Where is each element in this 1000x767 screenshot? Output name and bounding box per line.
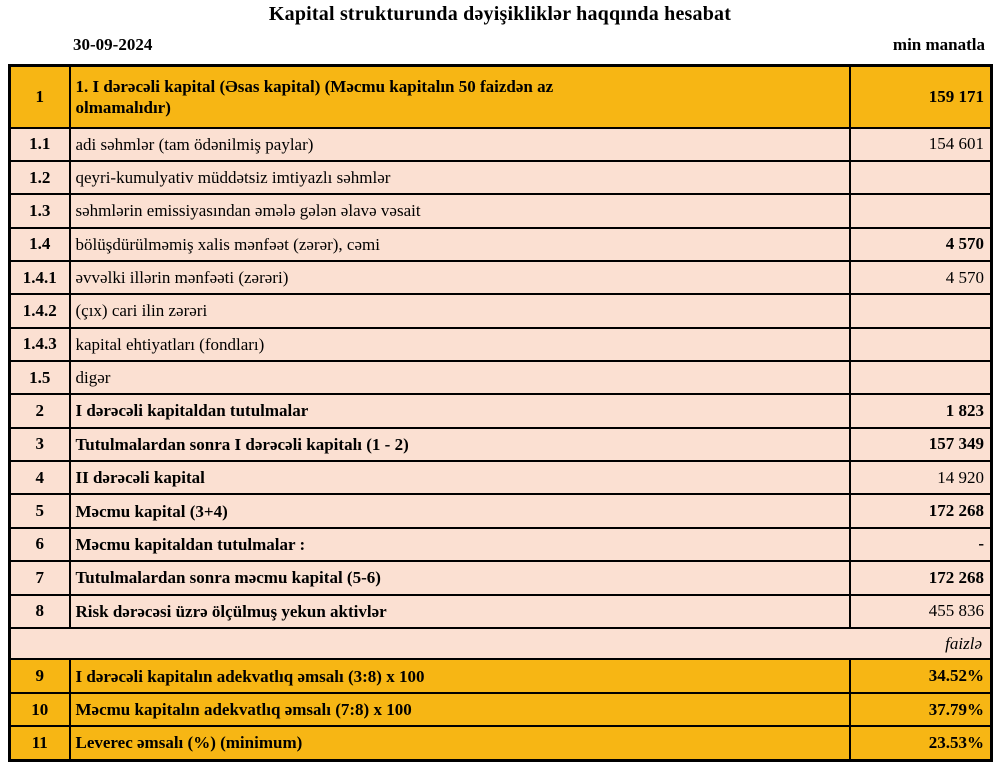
table-row: 1.1 adi səhmlər (tam ödənilmiş paylar) 154… [8,126,993,162]
report-unit-label: min manatla [892,35,985,54]
row-number: 7 [8,560,71,596]
row-number: 9 [8,658,71,694]
row-value: 455 836 [848,593,993,629]
row-number: 1.1 [8,126,71,162]
row-label: adi səhmlər (tam ödənilmiş paylar) [68,126,851,162]
row-number: 10 [8,691,71,728]
report-table-body: 1 1. I dərəcəli kapital (Əsas kapital) (M… [8,64,993,762]
row-number: 4 [8,460,71,496]
row-value: 4 570 [848,226,993,262]
row-label: II dərəcəli kapital [68,460,851,496]
row-value [848,293,993,329]
row-number: 11 [8,725,71,762]
percent-unit-cell: faizlə [8,626,993,661]
row-number: 1.5 [8,360,71,396]
row-value: 157 349 [848,426,993,463]
table-row: faizlə [8,626,993,661]
table-row: 1.5 digər [8,360,993,396]
table-row: 1.4.1 əvvəlki illərin mənfəəti (zərəri) 4 … [8,259,993,296]
table-row: 4 II dərəcəli kapital 14 920 [8,460,993,496]
row-label: kapital ehtiyatları (fondları) [68,326,851,363]
report-date: 30-09-2024 [73,35,153,54]
row-label: I dərəcəli kapitaldan tutulmalar [68,393,851,429]
table-row: 7 Tutulmalardan sonra məcmu kapital (5-6)… [8,560,993,596]
row-label: 1. I dərəcəli kapital (Əsas kapital) (Mə… [68,64,851,129]
row-value: 37.79% [848,691,993,728]
row-value: 159 171 [848,64,993,129]
row-value [848,326,993,363]
row-value: 34.52% [848,658,993,694]
row-number: 1.2 [8,159,71,196]
table-row: 6 Məcmu kapitaldan tutulmalar :- [8,526,993,563]
row-number: 1.4.3 [8,326,71,363]
row-value [848,360,993,396]
row-value: 1 823 [848,393,993,429]
row-label: I dərəcəli kapitalın adekvatlıq əmsalı (… [68,658,851,694]
table-row: 1.2 qeyri-kumulyativ müddətsiz imtiyazlı … [8,159,993,196]
row-value: 4 570 [848,259,993,296]
row-label: digər [68,360,851,396]
row-label: qeyri-kumulyativ müddətsiz imtiyazlı səh… [68,159,851,196]
table-row: 1.4.3 kapital ehtiyatları (fondları) [8,326,993,363]
row-number: 3 [8,426,71,463]
row-number: 5 [8,493,71,529]
capital-structure-table: 1 1. I dərəcəli kapital (Əsas kapital) (M… [8,64,993,762]
row-value: 154 601 [848,126,993,162]
row-label: Leverec əmsalı (%) (minimum) [68,725,851,762]
table-row: 1.4 bölüşdürülməmiş xalis mənfəət (zərər)… [8,226,993,262]
row-value: 172 268 [848,493,993,529]
row-label: bölüşdürülməmiş xalis mənfəət (zərər), c… [68,226,851,262]
table-row: 1.4.2 (çıx) cari ilin zərəri [8,293,993,329]
row-value: 14 920 [848,460,993,496]
row-number: 1.3 [8,193,71,229]
row-value [848,193,993,229]
table-row: 1.3 səhmlərin emissiyasından əmələ gələn … [8,193,993,229]
table-row: 3 Tutulmalardan sonra I dərəcəli kapitalı… [8,426,993,463]
report-subheader: 30-09-2024 min manatla [73,35,985,55]
row-label: Məcmu kapitalın adekvatlıq əmsalı (7:8) … [68,691,851,728]
table-row: 11 Leverec əmsalı (%) (minimum) 23.53% [8,725,993,762]
row-number: 1.4.2 [8,293,71,329]
row-value: - [848,526,993,563]
table-row: 1 1. I dərəcəli kapital (Əsas kapital) (M… [8,64,993,129]
row-label: Məcmu kapital (3+4) [68,493,851,529]
row-value: 172 268 [848,560,993,596]
row-label: səhmlərin emissiyasından əmələ gələn əla… [68,193,851,229]
table-row: 10 Məcmu kapitalın adekvatlıq əmsalı (7:8… [8,691,993,728]
row-label: Tutulmalardan sonra I dərəcəli kapitalı … [68,426,851,463]
page-title: Kapital strukturunda dəyişikliklər haqqı… [268,3,732,25]
row-value [848,159,993,196]
row-number: 8 [8,593,71,629]
row-number: 1 [8,64,71,129]
row-number: 1.4 [8,226,71,262]
row-label: Risk dərəcəsi üzrə ölçülmuş yekun aktivl… [68,593,851,629]
table-row: 5 Məcmu kapital (3+4) 172 268 [8,493,993,529]
row-number: 1.4.1 [8,259,71,296]
row-label: Tutulmalardan sonra məcmu kapital (5-6) [68,560,851,596]
row-label: (çıx) cari ilin zərəri [68,293,851,329]
row-number: 2 [8,393,71,429]
row-label: əvvəlki illərin mənfəəti (zərəri) [68,259,851,296]
table-row: 8 Risk dərəcəsi üzrə ölçülmuş yekun aktiv… [8,593,993,629]
row-value: 23.53% [848,725,993,762]
row-number: 6 [8,526,71,563]
row-label: Məcmu kapitaldan tutulmalar : [68,526,851,563]
